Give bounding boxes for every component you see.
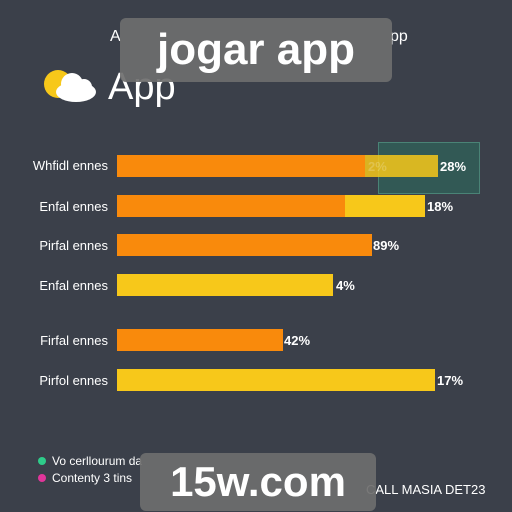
header-fragment: A: [110, 28, 121, 45]
header-fragment: pp: [390, 28, 408, 45]
value-label: 4%: [336, 278, 355, 293]
footer-text: CALL MASIA DET23: [366, 482, 486, 497]
row-label: Enfal ennes: [39, 199, 108, 214]
value-label: 42%: [284, 333, 311, 348]
value-label: 17%: [437, 373, 464, 388]
value-label: 28%: [440, 159, 467, 174]
bar: [117, 234, 372, 256]
bar: [117, 369, 435, 391]
value-label: 89%: [373, 238, 400, 253]
bar: [117, 195, 345, 217]
value-label: 18%: [427, 199, 454, 214]
legend-label: Contenty 3 tins: [52, 471, 133, 485]
bar: [117, 155, 365, 177]
bar: [117, 329, 283, 351]
row-label: Pirfol ennes: [39, 373, 108, 388]
row-label: Firfal ennes: [40, 333, 108, 348]
bar: [365, 155, 438, 177]
legend-dot: [38, 457, 46, 465]
legend-label: Vo cerllourum da: [52, 454, 143, 468]
value-label: 2%: [368, 159, 387, 174]
legend-dot: [38, 474, 46, 482]
cloud-icon: [44, 70, 96, 102]
watermark: jogar app: [120, 18, 392, 82]
row-label: Pirfal ennes: [39, 238, 108, 253]
watermark: 15w.com: [140, 453, 376, 511]
bar: [117, 274, 333, 296]
bar: [345, 195, 425, 217]
row-label: Whfidl ennes: [32, 158, 108, 173]
row-label: Enfal ennes: [39, 278, 108, 293]
